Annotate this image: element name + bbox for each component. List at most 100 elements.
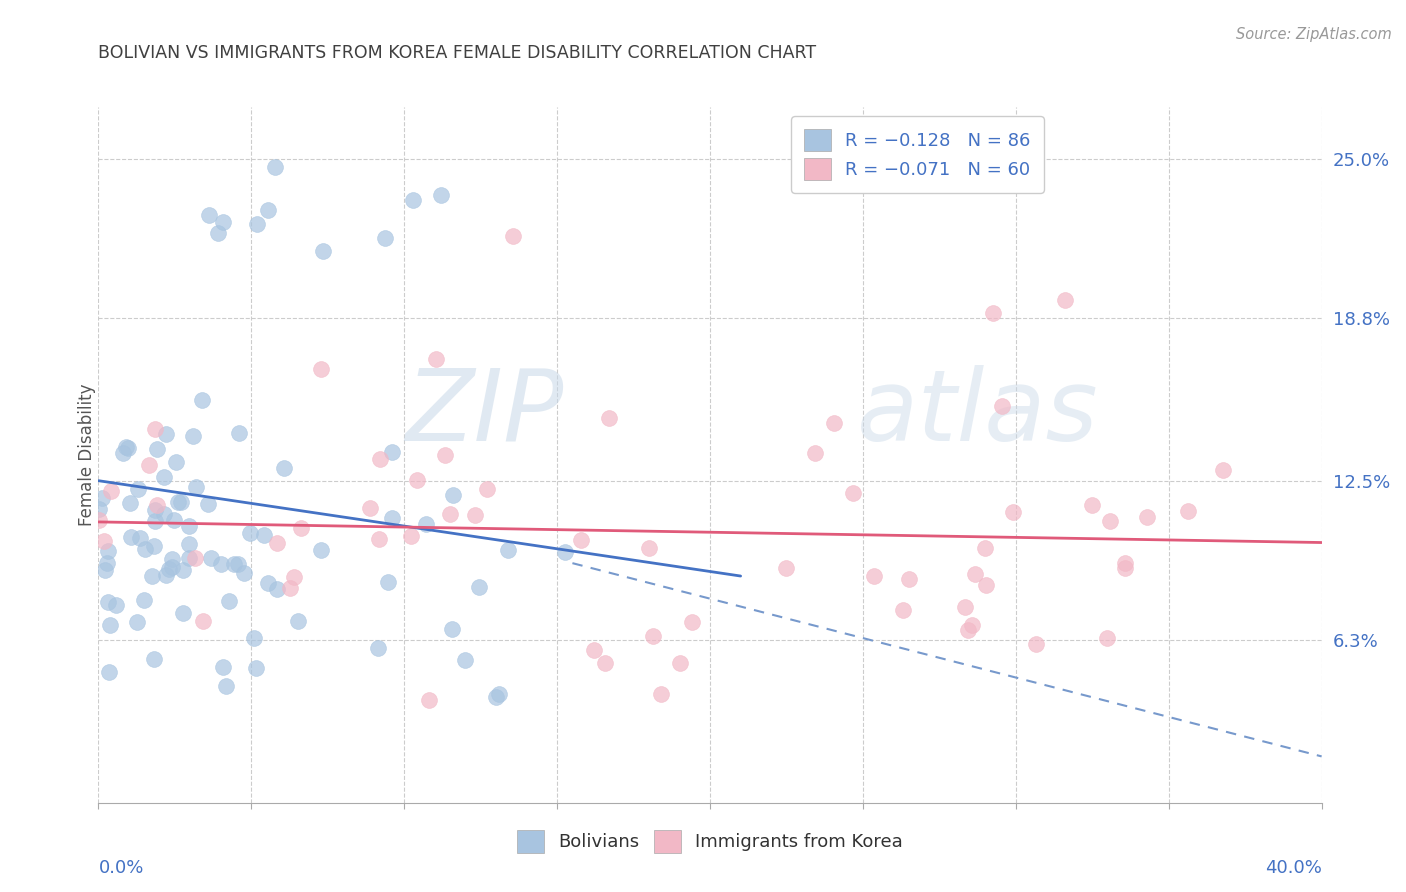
Point — [439, 508, 461, 522]
Point — [97, 595, 120, 609]
Point — [111, 446, 134, 460]
Point — [264, 160, 287, 174]
Text: 40.0%: 40.0% — [1265, 860, 1322, 878]
Point — [200, 550, 222, 565]
Point — [981, 306, 1004, 320]
Point — [775, 561, 797, 575]
Point — [402, 194, 425, 208]
Point — [96, 557, 118, 571]
Point — [127, 482, 149, 496]
Point — [1053, 293, 1076, 308]
Point — [218, 594, 240, 608]
Point — [638, 541, 661, 555]
Point — [197, 497, 219, 511]
Point — [98, 665, 121, 679]
Point — [502, 228, 524, 243]
Point — [100, 483, 122, 498]
Point — [441, 488, 464, 502]
Point — [226, 558, 249, 572]
Point — [253, 528, 276, 542]
Text: BOLIVIAN VS IMMIGRANTS FROM KOREA FEMALE DISABILITY CORRELATION CHART: BOLIVIAN VS IMMIGRANTS FROM KOREA FEMALE… — [98, 45, 817, 62]
Point — [152, 507, 174, 521]
Point — [245, 661, 267, 675]
Point — [141, 568, 163, 582]
Y-axis label: Female Disability: Female Disability — [79, 384, 96, 526]
Point — [273, 461, 295, 475]
Point — [1099, 514, 1122, 528]
Point — [157, 562, 180, 576]
Point — [1212, 463, 1234, 477]
Point — [191, 392, 214, 407]
Text: atlas: atlas — [856, 365, 1098, 462]
Point — [441, 623, 464, 637]
Point — [650, 687, 672, 701]
Point — [97, 544, 120, 558]
Point — [374, 230, 396, 244]
Point — [283, 570, 305, 584]
Point — [425, 351, 447, 366]
Point — [963, 566, 986, 581]
Point — [245, 217, 267, 231]
Point — [287, 614, 309, 628]
Point — [165, 454, 187, 468]
Point — [485, 690, 508, 705]
Text: 0.0%: 0.0% — [98, 860, 143, 878]
Point — [89, 513, 111, 527]
Point — [143, 514, 166, 528]
Point — [153, 470, 176, 484]
Point — [897, 572, 920, 586]
Point — [309, 543, 332, 558]
Point — [117, 442, 139, 456]
Point — [162, 513, 184, 527]
Point — [143, 422, 166, 436]
Point — [641, 629, 664, 643]
Point — [1114, 561, 1136, 575]
Point — [177, 550, 200, 565]
Point — [681, 615, 703, 630]
Point — [454, 653, 477, 667]
Point — [212, 660, 235, 674]
Point — [191, 614, 214, 628]
Point — [1097, 631, 1119, 645]
Point — [488, 687, 510, 701]
Point — [956, 623, 979, 637]
Point — [862, 569, 884, 583]
Point — [367, 640, 389, 655]
Point — [974, 541, 997, 555]
Point — [406, 473, 429, 487]
Point — [569, 533, 592, 548]
Point — [593, 656, 616, 670]
Point — [143, 539, 166, 553]
Point — [475, 482, 498, 496]
Point — [1177, 504, 1199, 518]
Point — [290, 521, 312, 535]
Point — [309, 361, 332, 376]
Point — [233, 566, 256, 580]
Point — [841, 485, 863, 500]
Point — [211, 215, 233, 229]
Point — [498, 543, 520, 558]
Point — [170, 495, 193, 509]
Point — [893, 603, 915, 617]
Point — [155, 567, 177, 582]
Point — [172, 606, 194, 620]
Point — [804, 445, 827, 459]
Point — [257, 202, 280, 217]
Point — [1001, 505, 1024, 519]
Point — [120, 496, 142, 510]
Point — [120, 530, 142, 544]
Point — [166, 494, 188, 508]
Point — [179, 537, 201, 551]
Point — [211, 557, 233, 571]
Point — [257, 576, 280, 591]
Point — [974, 578, 997, 592]
Point — [962, 617, 984, 632]
Point — [669, 656, 692, 670]
Point — [134, 541, 156, 556]
Point — [184, 551, 207, 566]
Point — [381, 445, 404, 459]
Point — [266, 536, 288, 550]
Point — [377, 574, 399, 589]
Point — [991, 399, 1014, 413]
Point — [1081, 498, 1104, 512]
